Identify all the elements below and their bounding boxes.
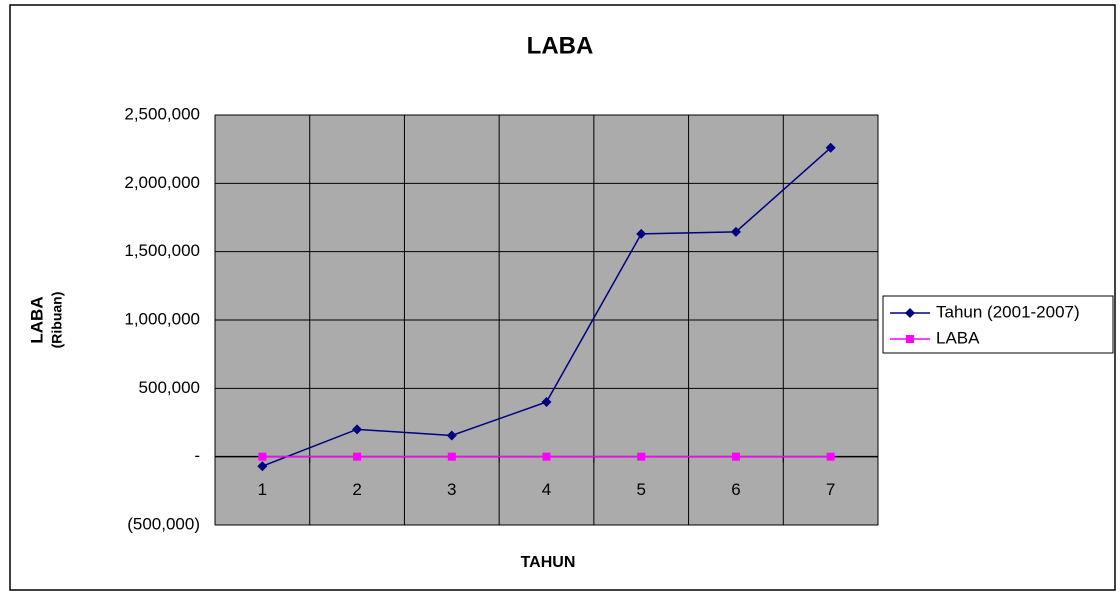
data-point [543, 453, 551, 461]
data-point [353, 453, 361, 461]
legend-label: Tahun (2001-2007) [936, 302, 1080, 321]
data-point [448, 453, 456, 461]
x-tick-label: 1 [258, 480, 267, 499]
chart: LABA TAHUN LABA (Ribuan) (500,000) - 500,0… [0, 0, 1120, 597]
y-tick-label: (500,000) [127, 514, 200, 533]
data-point [827, 453, 835, 461]
chart-title: LABA [527, 32, 594, 59]
data-point [637, 453, 645, 461]
y-tick-label: 1,000,000 [124, 309, 200, 328]
x-tick-label: 6 [731, 480, 740, 499]
legend-label: LABA [936, 328, 980, 347]
y-tick-label: - [194, 446, 200, 465]
x-tick-label: 5 [636, 480, 645, 499]
data-point [258, 453, 266, 461]
x-axis-title: TAHUN [521, 554, 576, 571]
x-tick-label: 2 [352, 480, 361, 499]
x-tick-label: 7 [826, 480, 835, 499]
x-tick-label: 3 [447, 480, 456, 499]
y-axis-unit: (Ribuan) [49, 292, 65, 349]
y-tick-label: 2,000,000 [124, 173, 200, 192]
y-tick-label: 1,500,000 [124, 241, 200, 260]
x-tick-label: 4 [542, 480, 551, 499]
y-axis-title: LABA [27, 296, 46, 343]
y-tick-label: 500,000 [139, 378, 200, 397]
y-tick-label: 2,500,000 [124, 104, 200, 123]
legend-marker [906, 335, 914, 343]
data-point [732, 453, 740, 461]
